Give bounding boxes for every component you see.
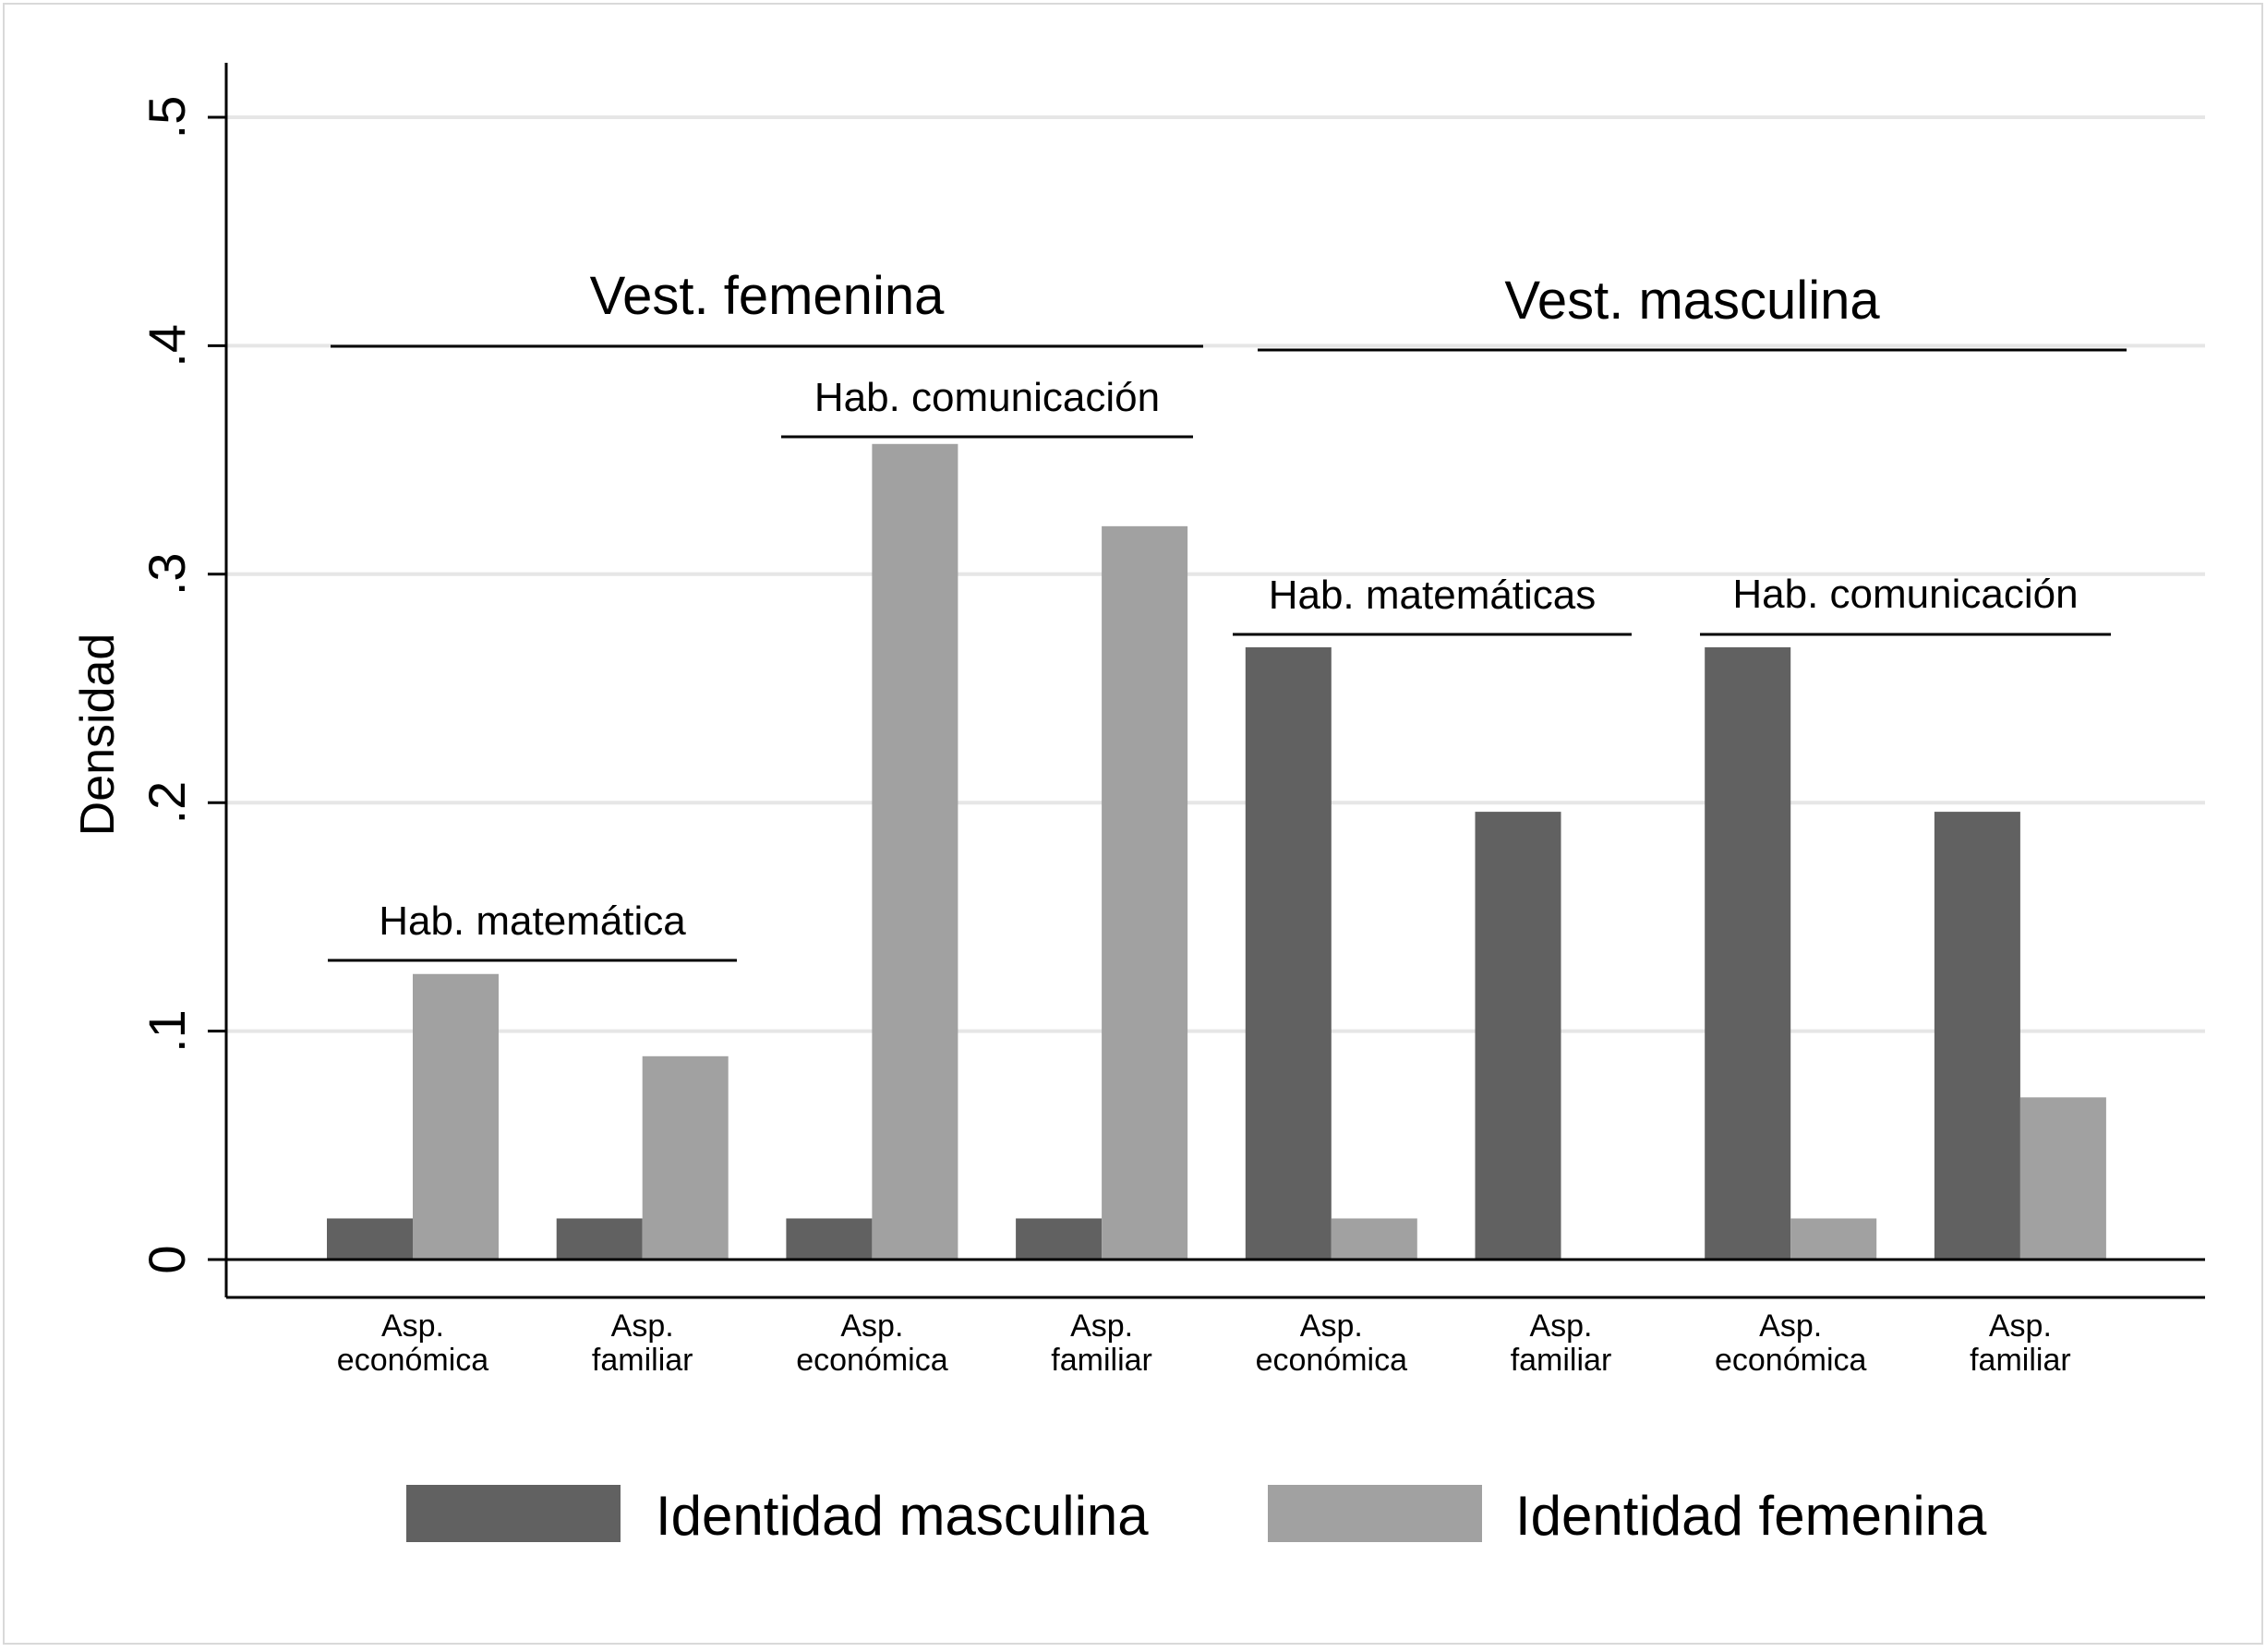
x-tick-label: familiar [1051,1343,1152,1378]
bar [1790,1218,1877,1260]
bar [786,1218,873,1260]
bar [1331,1218,1417,1260]
axes: 0.1.2.3.4.5DensidadAsp.económicaAsp.fami… [71,63,2205,1378]
legend-label: Identidad masculina [656,1485,1149,1547]
bar [1705,646,1791,1260]
x-tick-label: Asp. [1070,1308,1133,1344]
bar [1016,1218,1103,1260]
y-tick-label: .4 [138,324,196,368]
x-tick-label: Asp. [1759,1308,1822,1344]
group-label: Vest. masculina [1504,271,1880,331]
group-label: Vest. femenina [590,266,945,326]
annotations: Vest. femenina Vest. masculina Hab. matemá… [328,266,2127,962]
x-tick-label: familiar [592,1343,693,1378]
y-tick-label: .5 [138,96,196,139]
y-axis-label: Densidad [71,633,125,837]
subgroup-label: Hab. comunicación [814,375,1160,420]
x-tick-label: económica [1256,1343,1408,1378]
legend-swatch [406,1485,621,1542]
gridlines [226,115,2205,1033]
y-tick-label: .2 [138,781,196,825]
bar [1934,812,2020,1260]
subgroup-label: Hab. matemáticas [1269,573,1597,618]
x-tick-label: Asp. [1989,1308,2052,1344]
x-tick-label: Asp. [611,1308,674,1344]
x-tick-label: Asp. [381,1308,444,1344]
legend: Identidad masculina Identidad femenina [406,1485,1987,1547]
subgroup-label: Hab. matemática [379,898,686,944]
bar [1475,812,1561,1260]
x-tick-label: económica [337,1343,489,1378]
legend-label: Identidad femenina [1515,1485,1987,1547]
x-tick-label: Asp. [1300,1308,1363,1344]
x-tick-label: familiar [1970,1343,2071,1378]
x-tick-label: económica [1715,1343,1867,1378]
bar [327,1218,413,1260]
y-tick-label: .1 [138,1009,196,1053]
y-tick-label: .3 [138,552,196,596]
bar [642,1055,729,1260]
bar [413,973,499,1260]
bar [556,1218,643,1260]
x-tick-label: familiar [1511,1343,1612,1378]
bar [872,443,958,1260]
legend-swatch [1268,1485,1482,1542]
bar [2019,1097,2106,1260]
bar [1245,646,1332,1260]
subgroup-label: Hab. comunicación [1732,572,2078,617]
bars [327,443,2106,1260]
y-tick-label: 0 [138,1245,196,1273]
bar [1102,525,1188,1260]
x-tick-label: Asp. [840,1308,903,1344]
x-tick-label: Asp. [1529,1308,1592,1344]
x-tick-label: económica [796,1343,948,1378]
